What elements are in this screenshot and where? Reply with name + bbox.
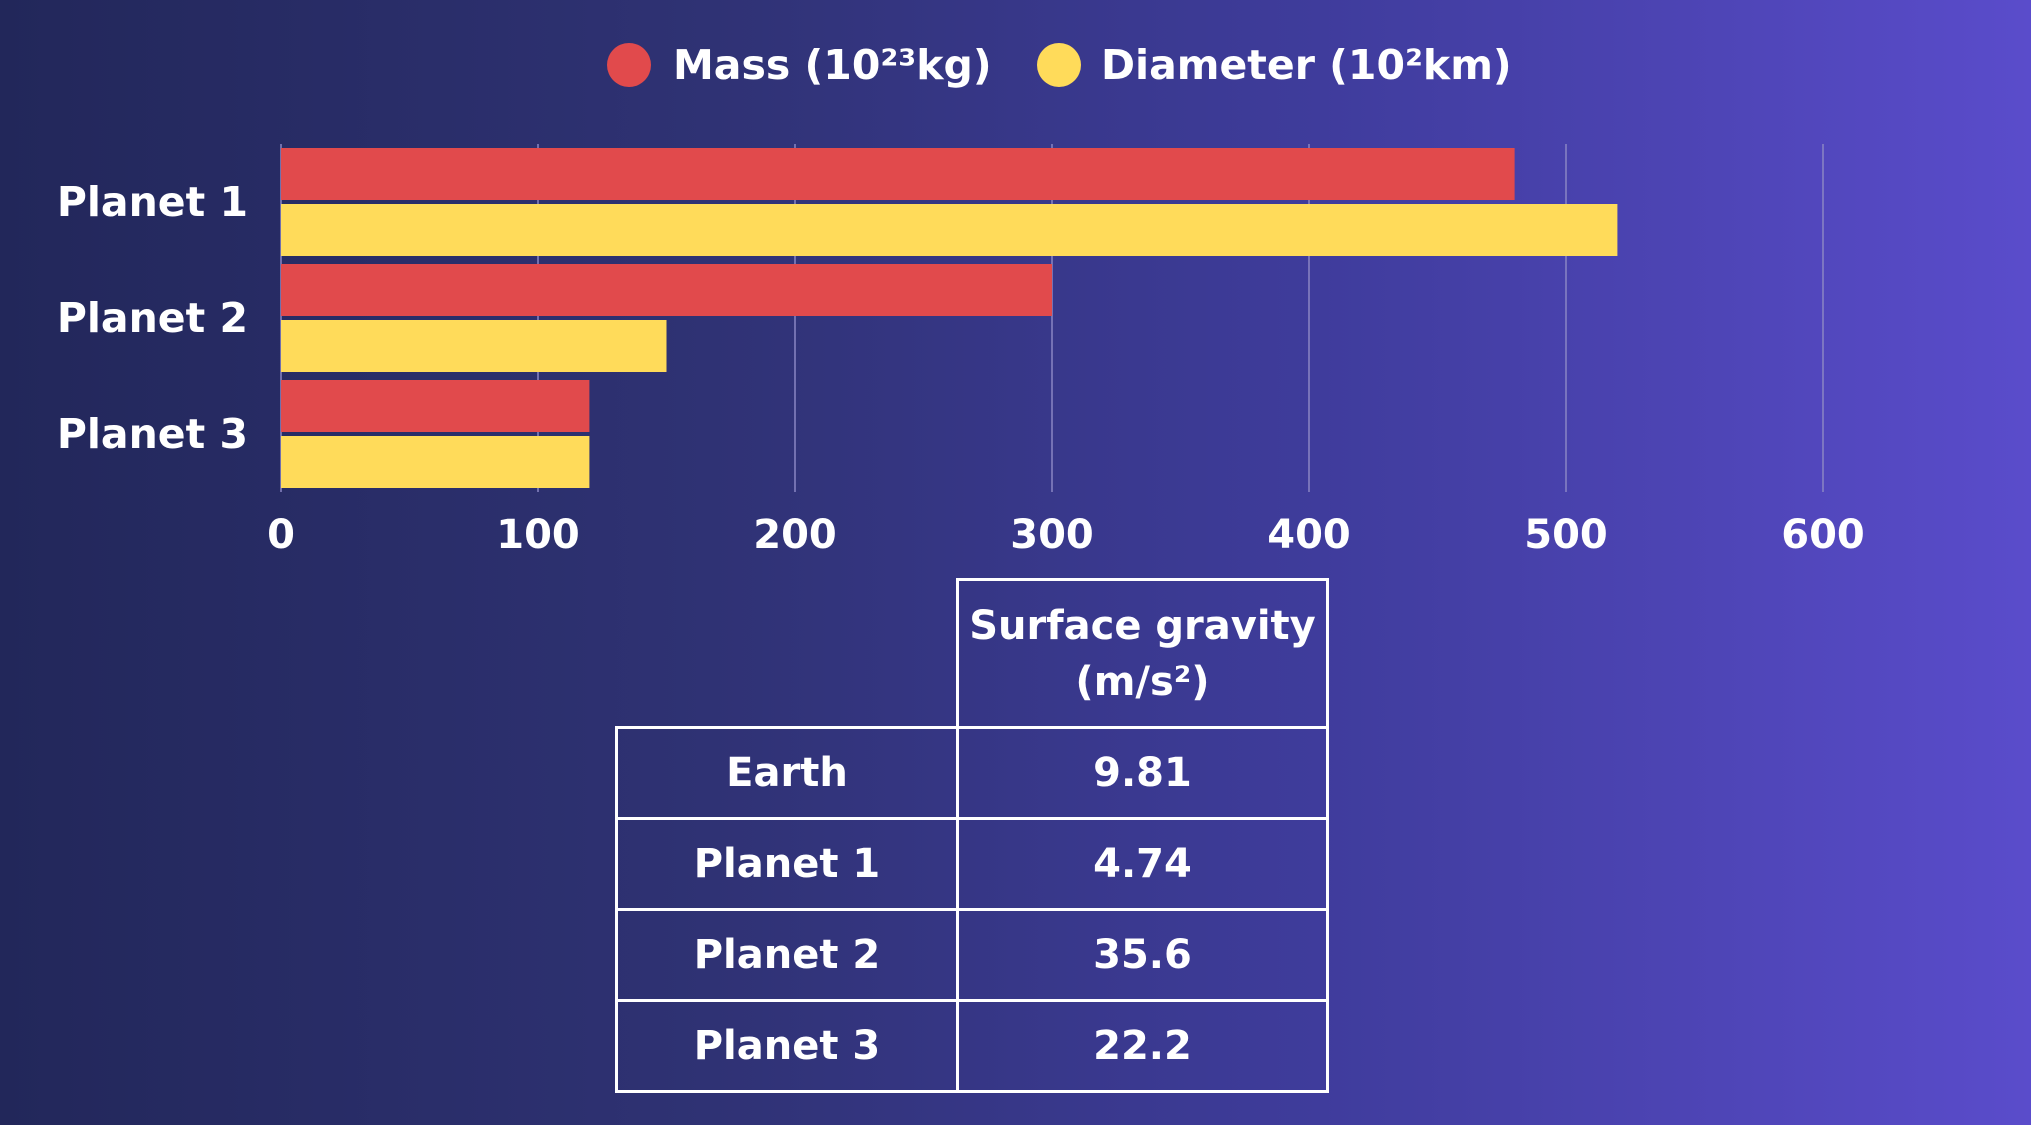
y-category-label: Planet 2 [57, 294, 248, 342]
surface-gravity-table: Surface gravity (m/s²) Earth 9.81 Planet… [615, 578, 1329, 1093]
legend-label: Mass (10²³kg) [673, 41, 992, 89]
bar-mass [281, 148, 1515, 200]
bar-diameter [281, 320, 667, 372]
table-cell-value: 4.74 [956, 817, 1329, 911]
table-row: Planet 3 22.2 [615, 999, 1329, 1093]
table-cell-name: Planet 2 [615, 908, 959, 1002]
table-cell-name: Planet 3 [615, 999, 959, 1093]
x-tick-label: 0 [267, 512, 295, 558]
grid-lines [280, 144, 1824, 492]
x-axis: 0 100 200 300 400 500 600 [267, 512, 1865, 558]
table-header-cell: Surface gravity (m/s²) [956, 578, 1329, 729]
legend-label: Diameter (10²km) [1101, 41, 1512, 89]
legend-marker [607, 43, 651, 87]
bar-mass [281, 264, 1052, 316]
bar-mass [281, 380, 590, 432]
table-row: Earth 9.81 [615, 726, 1329, 820]
legend: Mass (10²³kg) Diameter (10²km) [607, 41, 1512, 89]
legend-marker [1037, 43, 1081, 87]
y-axis: Planet 1 Planet 2 Planet 3 [57, 178, 248, 458]
x-tick-label: 200 [753, 512, 837, 558]
x-tick-label: 600 [1781, 512, 1865, 558]
x-tick-label: 500 [1524, 512, 1608, 558]
table-cell-name: Earth [615, 726, 959, 820]
table-header-row: Surface gravity (m/s²) [617, 578, 1329, 729]
table-cell-value: 22.2 [956, 999, 1329, 1093]
y-category-label: Planet 1 [57, 178, 248, 226]
x-tick-label: 400 [1267, 512, 1351, 558]
x-tick-label: 100 [496, 512, 580, 558]
bars [281, 148, 1618, 488]
table-cell-value: 35.6 [956, 908, 1329, 1002]
y-category-label: Planet 3 [57, 410, 248, 458]
table-header-label: Surface gravity [969, 602, 1316, 649]
bar-diameter [281, 204, 1618, 256]
table-row: Planet 2 35.6 [615, 908, 1329, 1002]
bar-diameter [281, 436, 590, 488]
table-cell-name: Planet 1 [615, 817, 959, 911]
table-row: Planet 1 4.74 [615, 817, 1329, 911]
table-cell-value: 9.81 [956, 726, 1329, 820]
table-corner-blank [617, 580, 958, 728]
table-header-unit: (m/s²) [1075, 658, 1210, 705]
x-tick-label: 300 [1010, 512, 1094, 558]
